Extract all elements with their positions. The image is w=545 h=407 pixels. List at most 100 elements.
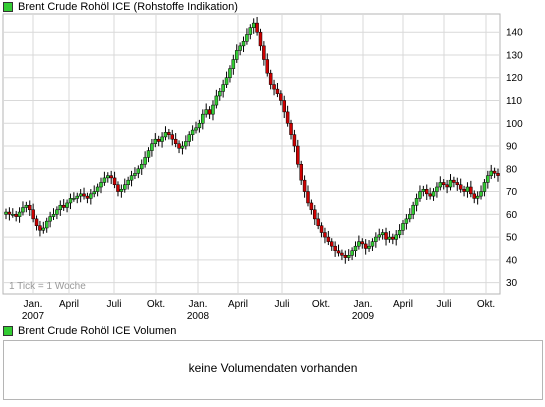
- candle-body: [455, 182, 460, 185]
- x-tick-label: Okt.: [312, 299, 330, 310]
- candle-body: [92, 191, 96, 195]
- candle-body: [462, 189, 466, 192]
- volume-legend: Brent Crude Rohöl ICE Volumen: [3, 324, 176, 338]
- candle-body: [89, 193, 93, 199]
- x-tick-label: Juli: [436, 299, 451, 310]
- y-tick-label: 140: [506, 28, 523, 39]
- candle-body: [421, 189, 426, 192]
- candle-body: [285, 111, 290, 124]
- candle-body: [187, 134, 191, 142]
- candle-body: [418, 191, 422, 199]
- candle-body: [329, 241, 334, 247]
- candle-body: [258, 31, 263, 47]
- candle-body: [411, 204, 415, 215]
- candle-body: [435, 186, 439, 192]
- candle-body: [167, 132, 171, 135]
- candle-body: [95, 186, 100, 192]
- plot-area: [2, 13, 501, 295]
- candle-body: [452, 179, 456, 183]
- candle-body: [207, 109, 212, 115]
- candle-body: [496, 173, 500, 176]
- candle-body: [323, 232, 327, 238]
- candle-body: [4, 211, 8, 215]
- candle-body: [123, 184, 127, 190]
- candle-body: [374, 236, 378, 242]
- candle-body: [238, 45, 242, 51]
- candle-body: [231, 59, 236, 69]
- volume-panel: keine Volumendaten vorhanden: [3, 340, 543, 400]
- y-tick-label: 90: [506, 142, 518, 153]
- candle-body: [489, 170, 493, 176]
- candle-body: [28, 204, 32, 211]
- candle-body: [44, 220, 49, 229]
- y-tick-label: 120: [506, 73, 523, 84]
- y-tick-label: 30: [506, 278, 518, 289]
- volume-legend-swatch: [3, 326, 13, 336]
- candle-body: [24, 204, 29, 208]
- candle-body: [448, 179, 453, 188]
- candle-body: [326, 236, 331, 242]
- candle-body: [482, 182, 487, 192]
- candle-body: [51, 214, 56, 217]
- candle-body: [65, 202, 69, 208]
- candle-body: [445, 184, 449, 188]
- candle-body: [360, 241, 365, 245]
- candle-body: [34, 218, 39, 226]
- candle-body: [272, 84, 276, 90]
- candle-body: [109, 175, 113, 179]
- candle-body: [14, 214, 18, 217]
- candle-body: [197, 123, 202, 129]
- candle-body: [102, 177, 107, 183]
- candle-body: [180, 145, 185, 149]
- candle-body: [245, 34, 249, 42]
- candle-body: [21, 207, 25, 213]
- candle-body: [150, 143, 154, 151]
- candle-body: [275, 88, 280, 94]
- candle-body: [279, 93, 283, 101]
- candle-body: [160, 136, 164, 142]
- y-tick-label: 70: [506, 187, 518, 198]
- candle-body: [289, 123, 293, 135]
- candle-body: [241, 41, 246, 47]
- candle-body: [475, 195, 480, 199]
- candle-body: [143, 157, 147, 165]
- candle-body: [234, 50, 239, 60]
- candle-body: [156, 138, 161, 142]
- candle-body: [248, 27, 253, 35]
- x-tick-label: April: [228, 299, 248, 310]
- candle-body: [194, 127, 198, 131]
- candle-body: [404, 218, 409, 224]
- candle-body: [75, 195, 80, 199]
- candle-body: [38, 225, 42, 231]
- candle-body: [309, 202, 314, 211]
- candle-body: [384, 232, 388, 240]
- candle-body: [296, 145, 300, 165]
- candle-body: [265, 59, 270, 74]
- candle-body: [204, 109, 208, 115]
- candle-body: [431, 191, 436, 197]
- candle-body: [333, 245, 337, 251]
- candle-body: [363, 243, 368, 249]
- candle-body: [282, 100, 286, 113]
- candle-body: [336, 250, 341, 254]
- x-tick-label: Juli: [274, 299, 289, 310]
- volume-no-data-message: keine Volumendaten vorhanden: [188, 361, 358, 375]
- x-tick-label: Okt.: [147, 299, 165, 310]
- candle-body: [343, 255, 348, 258]
- candle-body: [394, 234, 398, 240]
- y-tick-label: 40: [506, 255, 518, 266]
- y-tick-label: 60: [506, 210, 518, 221]
- candle-body: [469, 186, 473, 195]
- candle-body: [61, 204, 66, 208]
- candle-body: [136, 168, 141, 174]
- candle-body: [367, 245, 371, 249]
- candle-body: [353, 245, 358, 251]
- candle-body: [340, 252, 344, 256]
- candle-body: [211, 104, 215, 115]
- candle-body: [424, 189, 429, 195]
- candle-body: [184, 141, 188, 147]
- candle-body: [414, 198, 419, 206]
- candle-body: [299, 163, 303, 181]
- year-label: 2008: [187, 311, 210, 322]
- candle-body: [387, 236, 392, 240]
